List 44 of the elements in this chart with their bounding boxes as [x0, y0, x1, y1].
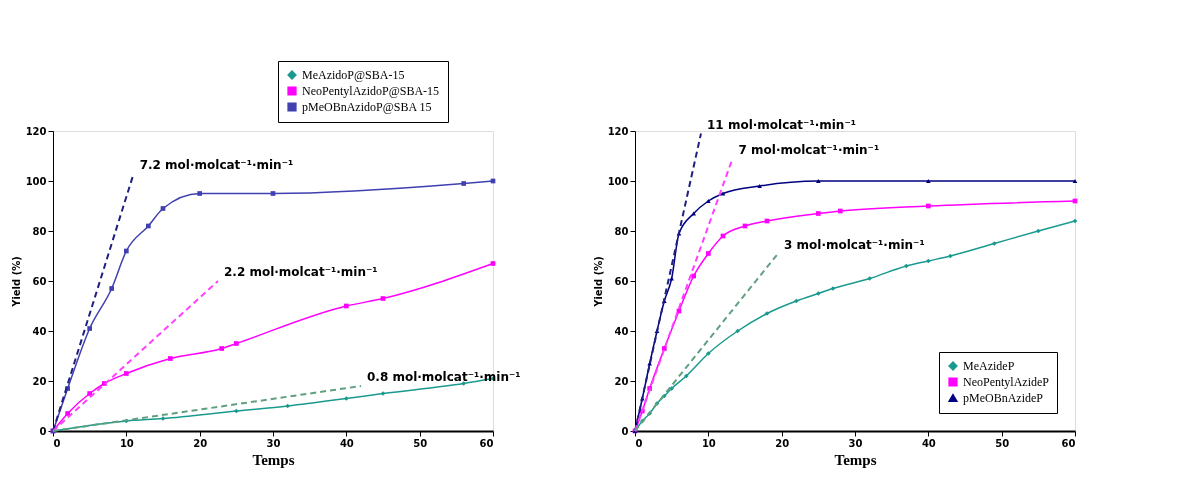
y-tick-label: 40: [614, 325, 629, 337]
y-tick-label: 40: [32, 325, 47, 337]
x-tick-label: 60: [479, 437, 494, 449]
x-tick-label: 50: [995, 437, 1010, 449]
x-tick-label: 30: [266, 437, 281, 449]
x-tick-label: 10: [119, 437, 134, 449]
x-tick-label: 10: [701, 437, 716, 449]
y-axis-title: Yield (%): [592, 256, 604, 308]
x-tick-label: 30: [848, 437, 863, 449]
legend-label: MeAzideP: [963, 359, 1015, 373]
y-tick-label: 100: [607, 175, 629, 187]
y-axis-title: Yield (%): [10, 256, 22, 308]
legend-label: MeAzidoP@SBA-15: [302, 68, 405, 82]
x-axis-title: Temps: [834, 451, 877, 468]
legend-label: NeoPentylAzideP: [963, 375, 1050, 389]
annotation: 2.2 mol·molcat⁻¹·min⁻¹: [224, 265, 378, 279]
annotation: 3 mol·molcat⁻¹·min⁻¹: [784, 237, 925, 252]
x-tick-label: 20: [775, 437, 790, 449]
annotation: 7 mol·molcat⁻¹·min⁻¹: [738, 142, 880, 157]
annotation: 0.8 mol·molcat⁻¹·min⁻¹: [367, 370, 521, 384]
y-tick-label: 0: [39, 425, 47, 437]
x-tick-label: 0: [635, 437, 643, 449]
legend-label: pMeOBnAzideP: [963, 391, 1044, 405]
y-tick-label: 100: [25, 175, 47, 187]
y-tick-label: 120: [607, 125, 629, 137]
x-tick-label: 60: [1061, 437, 1076, 449]
y-tick-label: 80: [32, 225, 47, 237]
x-tick-label: 0: [53, 437, 61, 449]
annotation: 7.2 mol·molcat⁻¹·min⁻¹: [139, 157, 294, 172]
y-tick-label: 20: [32, 375, 47, 387]
y-tick-label: 120: [25, 125, 47, 137]
y-tick-label: 0: [621, 425, 629, 437]
x-axis-title: Temps: [252, 451, 295, 468]
x-tick-label: 40: [921, 437, 936, 449]
x-tick-label: 50: [413, 437, 428, 449]
y-tick-label: 20: [614, 375, 629, 387]
y-tick-label: 80: [614, 225, 629, 237]
y-tick-label: 60: [32, 275, 47, 287]
y-tick-label: 60: [614, 275, 629, 287]
legend-label: NeoPentylAzidoP@SBA-15: [302, 84, 440, 98]
x-tick-label: 20: [193, 437, 208, 449]
x-tick-label: 40: [339, 437, 354, 449]
legend-label: pMeOBnAzidoP@SBA 15: [302, 100, 432, 114]
annotation: 11 mol·molcat⁻¹·min⁻¹: [707, 117, 857, 132]
